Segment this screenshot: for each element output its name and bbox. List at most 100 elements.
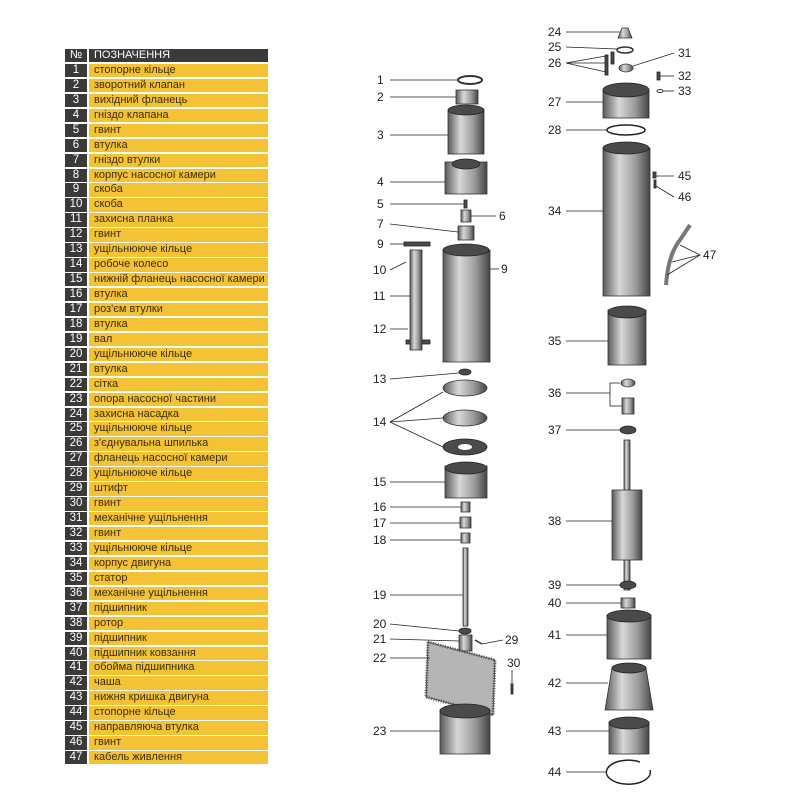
callout: 11 [373,289,386,303]
legend-row: 45 направляюча втулка [65,721,268,735]
part-45-46-guide-screw [652,171,657,189]
callout: 27 [548,95,562,109]
part-name: гніздо втулки [89,153,268,167]
part-name: ущільнююче кільце [89,347,268,362]
callout: 35 [548,334,562,348]
callout: 15 [373,475,387,489]
part-name: чаша [89,676,268,690]
callout: 32 [678,69,692,83]
legend-row: 9 скоба [65,183,268,197]
part-31-mech-seal [618,63,634,73]
part-name: ущільнююче кільце [89,541,268,556]
callout: 9 [377,237,384,251]
legend-row: 43 нижня кришка двигуна [65,691,268,705]
callout: 28 [548,123,562,137]
legend-row: 15 нижній фланець насосної камери [65,273,268,287]
part-number: 40 [65,646,87,660]
callout: 2 [377,90,384,104]
part-name: гвинт [89,527,268,541]
callout: 36 [548,386,562,400]
legend-row: 33 ущільнююче кільце [65,541,268,556]
part-34-motor-body [602,141,651,297]
callout: 30 [507,656,521,670]
part-name: механічне ущільнення [89,512,268,526]
legend-row: 41 обойма підшипника [65,661,268,675]
legend-row: 37 підшипник [65,601,268,616]
part-name: сітка [89,377,268,392]
parts-legend-table: № ПОЗНАЧЕННЯ 1 стопорне кільце 2 зворотний … [65,49,268,766]
callout: 9 [501,262,508,276]
callout: 16 [373,500,387,514]
part-24-cap [617,27,633,39]
legend-row: 1 стопорне кільце [65,63,268,78]
part-16-17-18-bushes [459,501,472,544]
part-name: робоче колесо [89,258,268,272]
part-number: 32 [65,527,87,541]
part-14-impellers [442,379,488,456]
part-number: 19 [65,332,87,347]
part-36-mech-seal [620,378,636,415]
part-41-bearing-holder [606,609,652,660]
legend-row: 23 опора насосної частини [65,392,268,406]
part-number: 1 [65,63,87,78]
part-number: 23 [65,392,87,406]
legend-row: 46 гвинт [65,736,268,750]
part-13-seal-ring [458,368,472,376]
part-20-21-bushes [458,627,473,652]
part-number: 38 [65,616,87,631]
part-name: кабель живлення [89,751,268,765]
part-38-rotor [611,439,643,591]
callout: 34 [548,204,562,218]
part-number: 41 [65,661,87,675]
part-number: 10 [65,198,87,212]
part-name: фланець насосної камери [89,452,268,466]
part-name: опора насосної частини [89,392,268,406]
part-5-screw [463,199,468,209]
legend-row: 47 кабель живлення [65,751,268,765]
part-number: 37 [65,601,87,616]
part-number: 12 [65,228,87,242]
part-8-pump-chamber-body [442,243,491,363]
part-7-bush-seat [457,225,475,241]
callout: 19 [373,588,387,602]
part-name: підшипник [89,631,268,645]
callout: 29 [505,633,519,647]
legend-row: 32 гвинт [65,527,268,541]
legend-row: 26 з'єднувальна шпилька [65,437,268,451]
legend-row: 4 гніздо клапана [65,108,268,123]
callout: 4 [377,175,384,189]
legend-header: № ПОЗНАЧЕННЯ [65,49,268,63]
callout: 7 [377,217,384,231]
callout: 12 [373,322,387,336]
part-number: 21 [65,362,87,377]
legend-row: 11 захисна планка [65,213,268,227]
callout: 39 [548,578,562,592]
legend-row: 21 втулка [65,362,268,377]
part-name: втулка [89,362,268,377]
part-30-screw [510,683,514,695]
callout: 17 [373,516,387,530]
part-2-check-valve [455,89,479,105]
part-number: 11 [65,213,87,227]
callout: 10 [373,263,387,277]
part-number: 36 [65,586,87,601]
part-name: нижня кришка двигуна [89,691,268,705]
part-name: втулка [89,317,268,332]
part-name: втулка [89,288,268,302]
legend-row: 36 механічне ущільнення [65,586,268,601]
part-number: 15 [65,273,87,287]
part-name: ущільнююче кільце [89,243,268,257]
part-number: 5 [65,123,87,138]
callout: 24 [548,25,562,39]
callout: 31 [678,46,692,60]
legend-row: 39 підшипник [65,631,268,645]
part-42-bowl [604,662,654,711]
part-number: 16 [65,288,87,302]
part-number: 4 [65,108,87,123]
legend-row: 44 стопорне кільце [65,706,268,720]
part-name: втулка [89,138,268,153]
legend-row: 12 гвинт [65,228,268,242]
part-11-protective-plate [409,249,423,351]
callout: 22 [373,651,387,665]
